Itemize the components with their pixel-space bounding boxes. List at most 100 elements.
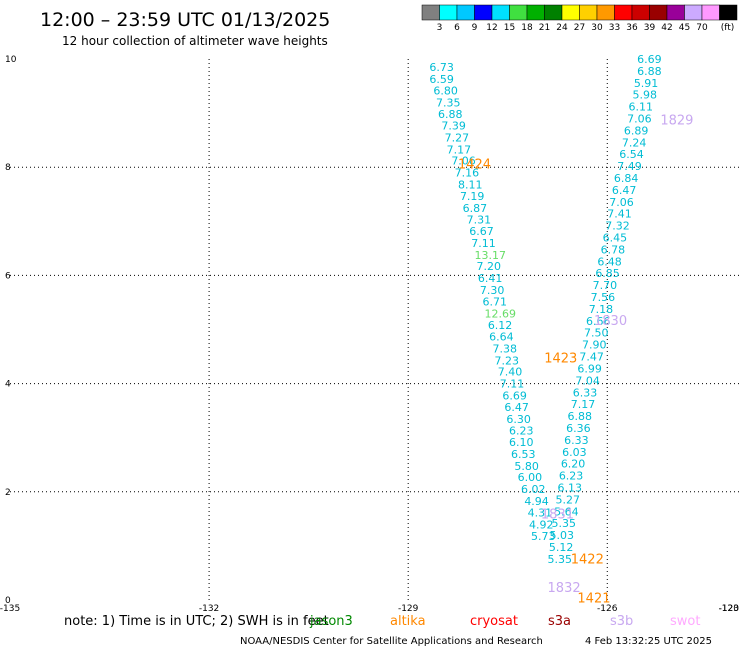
colorbar-swatch (474, 4, 493, 21)
y-tick-label: 2 (5, 488, 11, 498)
colorbar-swatch (491, 4, 510, 21)
satellite-legend-cryosat: cryosat (470, 614, 518, 629)
wave-height-label: 7.35 (436, 96, 461, 109)
y-tick-label: 0 (5, 596, 11, 606)
wave-height-label: 6.88 (637, 65, 662, 78)
colorbar-label: 12 (486, 23, 497, 33)
wave-height-label: 7.38 (492, 342, 517, 355)
x-tick-label: -126 (597, 604, 618, 614)
track-track-2: 6.696.885.915.986.117.066.897.246.547.49… (548, 53, 662, 566)
wave-height-label: 5.64 (554, 505, 579, 518)
wave-height-label: 4.31 (528, 506, 553, 519)
colorbar-swatch (526, 4, 545, 21)
x-tick-label: -135 (0, 604, 20, 614)
wave-height-label: 6.88 (438, 108, 463, 121)
wave-height-label: 7.19 (460, 190, 485, 203)
colorbar-label: 6 (454, 23, 460, 33)
wave-height-label: 7.27 (445, 131, 470, 144)
wave-height-label: 6.84 (614, 172, 639, 185)
colorbar-swatch (666, 4, 685, 21)
wave-height-label: 5.73 (531, 530, 556, 543)
pass-id-label: 1830 (594, 314, 627, 329)
wave-height-label: 12.69 (485, 307, 517, 320)
wave-height-label: 6.85 (595, 267, 620, 280)
colorbar-label: 18 (521, 23, 533, 33)
wave-height-label: 6.87 (463, 202, 488, 215)
colorbar-swatch (684, 4, 703, 21)
wave-height-label: 6.30 (506, 413, 531, 426)
wave-height-label: 6.99 (577, 362, 602, 375)
wave-height-label: 5.98 (632, 89, 657, 102)
colorbar-label: 42 (661, 23, 672, 33)
wave-height-label: 7.06 (609, 196, 634, 209)
wave-height-label: 7.16 (455, 167, 480, 180)
wave-height-label: 7.24 (622, 136, 647, 149)
x-tick-label: -123 (719, 604, 739, 614)
wave-height-label: 7.70 (593, 279, 618, 292)
satellite-legend-s3a: s3a (548, 614, 571, 629)
y-tick-label: 4 (5, 380, 11, 390)
wave-height-label: 7.17 (571, 398, 596, 411)
wave-height-label: 7.30 (480, 284, 505, 297)
colorbar-swatch (456, 4, 475, 21)
wave-height-label: 7.11 (471, 237, 496, 250)
wave-height-label: 5.80 (514, 460, 539, 473)
wave-height-label: 6.80 (433, 84, 458, 97)
wave-height-label: 6.45 (603, 232, 628, 245)
colorbar-label: 45 (679, 23, 690, 33)
wave-height-label: 6.64 (489, 331, 514, 344)
wave-height-label: 6.11 (629, 101, 654, 114)
wave-height-label: 7.39 (441, 120, 466, 133)
wave-height-label: 6.47 (612, 184, 637, 197)
colorbar: 3 6 9 12 15 18 21 24 27 30 33 36 39 42 45 70 (ft) (421, 4, 738, 33)
y-tick-label: 10 (5, 55, 17, 65)
axis-ticks: -135 -132 -129 -126 -123-120 0 2 4 6 8 10 (0, 55, 739, 614)
colorbar-swatch (509, 4, 528, 21)
wave-height-label: 7.50 (584, 327, 609, 340)
pass-id-label: 1832 (548, 581, 581, 596)
colorbar-swatch (579, 4, 598, 21)
pass-id-label: 1423 (544, 352, 577, 367)
colorbar-swatch (439, 4, 458, 21)
colorbar-swatch (649, 4, 668, 21)
wave-height-label: 6.73 (429, 61, 454, 74)
track-track-1: 6.736.596.807.356.887.397.277.177.067.16… (429, 61, 555, 543)
wave-height-label: 6.67 (469, 225, 494, 238)
colorbar-swatch (701, 4, 720, 21)
wave-height-label: 5.27 (556, 493, 581, 506)
wave-height-label: 5.03 (550, 529, 575, 542)
satellite-tracks: 6.736.596.807.356.887.397.277.177.067.16… (429, 53, 661, 566)
chart-subtitle: 12 hour collection of altimeter wave hei… (62, 34, 328, 48)
pass-id-label: 1421 (577, 591, 610, 606)
y-tick-label: 8 (5, 163, 11, 173)
wave-height-label: 7.06 (451, 155, 476, 168)
colorbar-label: 27 (574, 23, 585, 33)
wave-height-label: 6.23 (559, 470, 584, 483)
wave-height-label: 5.35 (548, 553, 573, 566)
wave-height-label: 6.88 (567, 410, 592, 423)
footnote: note: 1) Time is in UTC; 2) SWH is in fe… (64, 614, 329, 629)
wave-height-label: 4.94 (524, 495, 549, 508)
wave-height-label: 13.17 (475, 249, 507, 262)
satellite-legend-altika: altika (390, 614, 426, 629)
wave-height-label: 7.17 (447, 143, 472, 156)
colorbar-label: 21 (539, 23, 550, 33)
wave-height-label: 6.78 (601, 243, 626, 256)
x-tick-label: -132 (199, 604, 219, 614)
wave-height-label: 6.54 (619, 148, 644, 161)
colorbar-label: 9 (472, 23, 478, 33)
wave-height-label: 5.12 (549, 541, 574, 554)
wave-height-label: 6.53 (511, 448, 535, 461)
colorbar-unit: (ft) (721, 23, 735, 33)
credit-text: NOAA/NESDIS Center for Satellite Applica… (240, 636, 543, 647)
wave-height-label: 5.35 (552, 517, 577, 530)
satellite-legend-swot: swot (670, 614, 700, 629)
wave-height-label: 6.59 (429, 73, 454, 86)
colorbar-swatch (561, 4, 580, 21)
wave-height-label: 6.41 (478, 272, 503, 285)
colorbar-label: 3 (437, 23, 443, 33)
wave-height-label: 6.23 (509, 425, 534, 438)
wave-height-label: 7.06 (627, 113, 652, 126)
chart-title: 12:00 – 23:59 UTC 01/13/2025 (40, 9, 330, 31)
